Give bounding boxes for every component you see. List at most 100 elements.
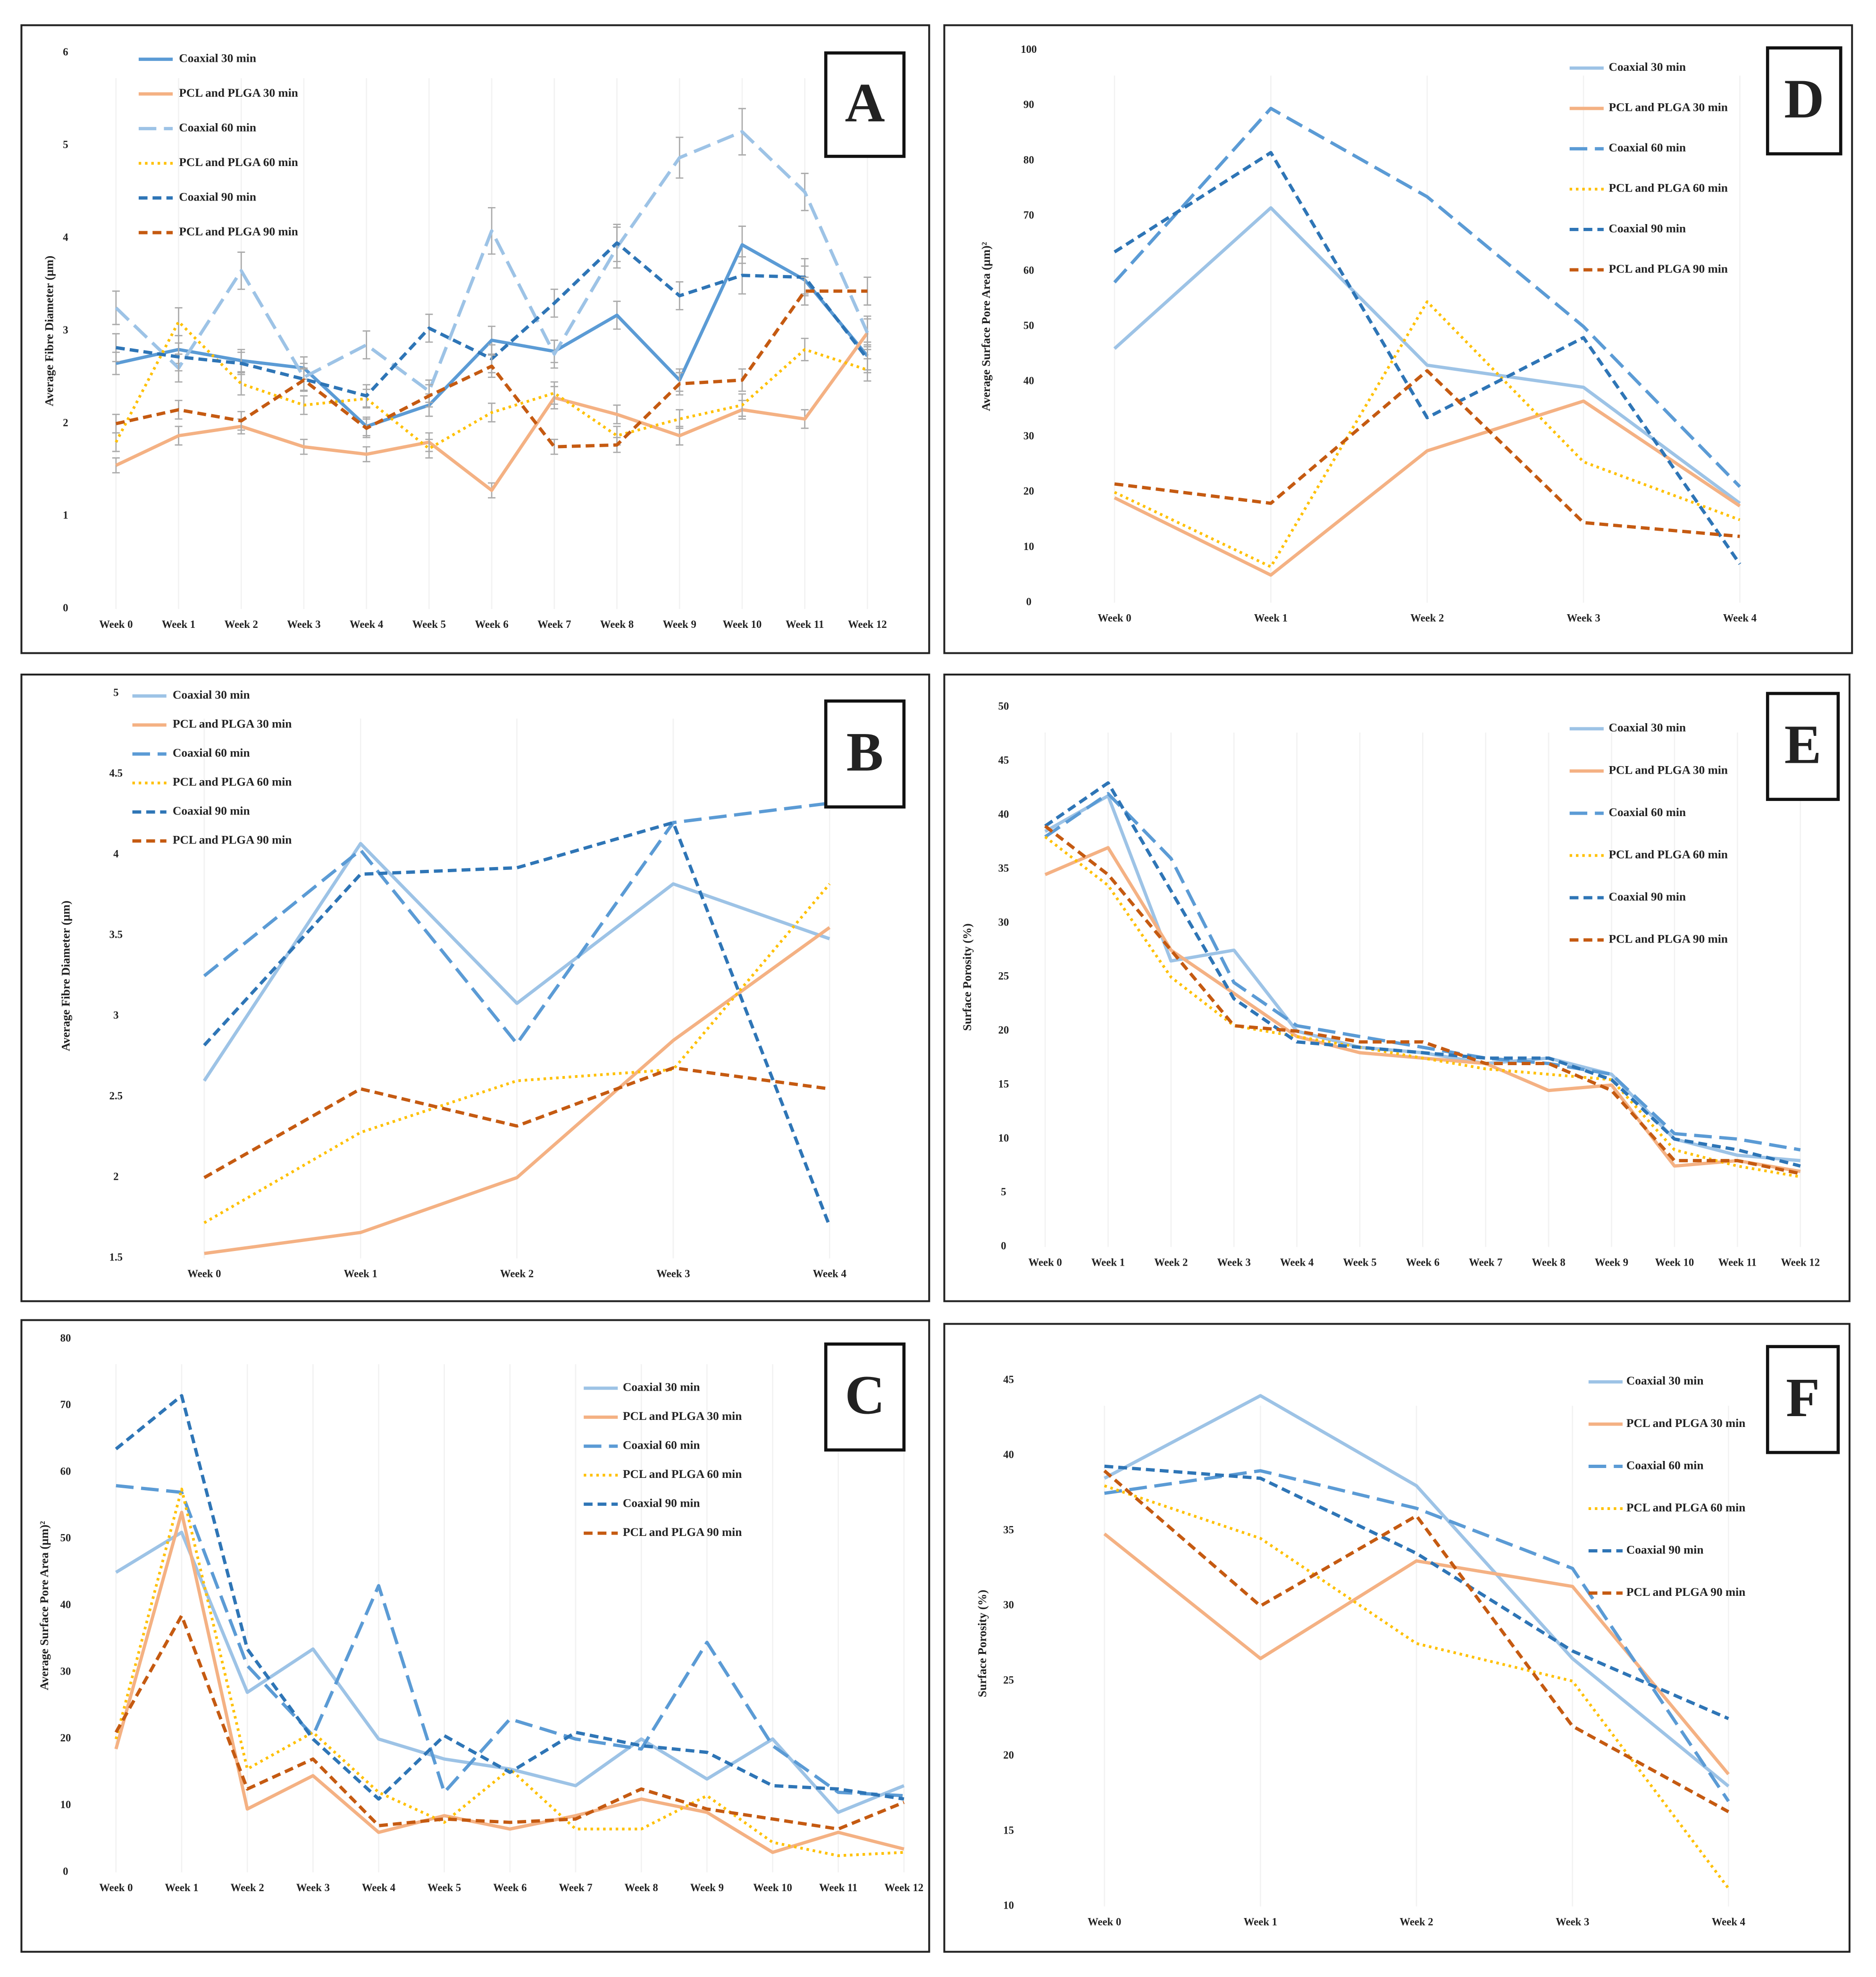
x-tick-label: Week 12 xyxy=(1781,1256,1820,1268)
y-tick-label: 20 xyxy=(1023,485,1034,497)
x-tick-label: Week 7 xyxy=(537,618,571,630)
legend-label: PCL and PLGA 90 min xyxy=(623,1526,742,1539)
x-tick-label: Week 2 xyxy=(1154,1256,1188,1268)
y-tick-label: 3 xyxy=(63,324,68,336)
legend-label: Coaxial 60 min xyxy=(1609,141,1686,154)
legend-label: Coaxial 60 min xyxy=(1626,1459,1704,1472)
x-tick-label: Week 2 xyxy=(500,1268,534,1279)
x-tick-label: Week 1 xyxy=(162,618,195,630)
series-line xyxy=(114,1614,905,1831)
legend-label: PCL and PLGA 30 min xyxy=(623,1410,742,1423)
legend-label: Coaxial 30 min xyxy=(623,1381,700,1394)
x-tick-label: Week 10 xyxy=(723,618,762,630)
x-tick-label: Week 1 xyxy=(1244,1916,1277,1927)
series-line xyxy=(202,842,830,1082)
y-tick-label: 10 xyxy=(1003,1900,1014,1911)
y-tick-label: 20 xyxy=(1003,1749,1014,1761)
x-tick-label: Week 2 xyxy=(225,618,258,630)
legend-label: Coaxial 30 min xyxy=(179,51,256,65)
x-tick-label: Week 9 xyxy=(663,618,696,630)
y-axis-title: Average Surface Pore Area (μm)² xyxy=(980,242,993,411)
y-tick-label: 40 xyxy=(1023,375,1034,387)
x-tick-label: Week 4 xyxy=(1280,1256,1314,1268)
y-axis-title: Average Surface Pore Area (μm)² xyxy=(38,1521,51,1690)
panel-label: A xyxy=(845,72,885,133)
y-tick-label: 1.5 xyxy=(109,1251,123,1263)
x-tick-label: Week 8 xyxy=(625,1882,658,1894)
y-tick-label: 2 xyxy=(63,417,68,428)
series-line xyxy=(203,1066,830,1179)
y-tick-label: 30 xyxy=(998,916,1009,928)
legend-label: Coaxial 60 min xyxy=(1609,806,1686,819)
x-tick-label: Week 0 xyxy=(187,1268,221,1279)
legend-label: Coaxial 90 min xyxy=(173,804,250,817)
y-tick-label: 35 xyxy=(998,862,1009,874)
legend-label: PCL and PLGA 30 min xyxy=(173,717,292,731)
error-bar xyxy=(801,276,809,306)
legend-label: PCL and PLGA 60 min xyxy=(1609,182,1728,195)
error-bar xyxy=(676,409,684,429)
series-line xyxy=(1114,151,1742,565)
y-tick-label: 4 xyxy=(113,848,118,859)
y-tick-label: 45 xyxy=(998,754,1009,766)
panel-label-box xyxy=(824,51,906,158)
y-tick-label: 10 xyxy=(998,1132,1009,1144)
y-tick-label: 2 xyxy=(113,1171,118,1183)
series-line xyxy=(1044,835,1801,1178)
y-axis-title: Average Fibre Diameter (μm) xyxy=(43,256,56,407)
x-tick-label: Week 12 xyxy=(848,618,887,630)
y-tick-label: 25 xyxy=(998,970,1009,982)
panel: 0 10 20 30 40 50 60 70 80 Week 0 Week 1 Week 2 Week … xyxy=(20,1319,930,1953)
legend-label: PCL and PLGA 90 min xyxy=(1609,262,1728,275)
series-line xyxy=(1114,369,1740,538)
x-tick-label: Week 2 xyxy=(231,1882,264,1894)
panel-label-box xyxy=(1766,692,1840,801)
y-tick-label: 5 xyxy=(63,139,68,150)
panel: 0 10 20 30 40 50 60 70 80 90 100 Week 0 Week 1 Week 2… xyxy=(943,24,1853,654)
x-tick-label: Week 5 xyxy=(412,618,446,630)
x-tick-label: Week 3 xyxy=(287,618,320,630)
y-tick-label: 50 xyxy=(60,1532,71,1544)
y-tick-label: 40 xyxy=(998,808,1009,820)
legend-label: Coaxial 30 min xyxy=(1626,1374,1704,1387)
legend-label: Coaxial 90 min xyxy=(179,190,256,203)
panel-frame xyxy=(943,673,1851,1302)
x-tick-label: Week 3 xyxy=(1217,1256,1251,1268)
y-tick-label: 30 xyxy=(1023,430,1034,442)
x-tick-label: Week 2 xyxy=(1410,612,1444,624)
x-tick-label: Week 8 xyxy=(600,618,634,630)
y-tick-label: 80 xyxy=(60,1332,71,1344)
x-tick-label: Week 3 xyxy=(1566,612,1600,624)
series-line xyxy=(1104,1464,1729,1720)
x-tick-label: Week 9 xyxy=(1595,1256,1628,1268)
x-tick-label: Week 6 xyxy=(493,1882,527,1894)
y-tick-label: 70 xyxy=(1023,209,1034,221)
x-tick-label: Week 6 xyxy=(475,618,508,630)
x-tick-label: Week 7 xyxy=(1469,1256,1502,1268)
legend-label: Coaxial 90 min xyxy=(623,1497,700,1510)
y-tick-label: 90 xyxy=(1023,99,1034,110)
error-bar xyxy=(362,330,370,359)
panel: 0 1 2 3 4 5 6 Week 0 Week 1 Week 2 Week 3 Week 4 Wee… xyxy=(20,24,930,654)
x-tick-label: Week 8 xyxy=(1532,1256,1566,1268)
series-line xyxy=(1044,781,1801,1168)
x-tick-label: Week 3 xyxy=(1556,1916,1589,1927)
panel-label-box xyxy=(824,699,906,809)
y-axis-title: Surface Porosity (%) xyxy=(961,923,974,1031)
legend-label: Coaxial 60 min xyxy=(179,121,256,134)
y-tick-label: 0 xyxy=(1001,1240,1006,1252)
x-tick-label: Week 4 xyxy=(1723,612,1757,624)
legend-label: PCL and PLGA 60 min xyxy=(173,776,292,789)
x-tick-label: Week 5 xyxy=(427,1882,461,1894)
y-tick-label: 50 xyxy=(1023,319,1034,331)
y-tick-label: 80 xyxy=(1023,154,1034,166)
series-line xyxy=(1114,300,1741,568)
y-axis-title: Average Fibre Diameter (μm) xyxy=(59,901,72,1051)
x-tick-label: Week 2 xyxy=(1399,1916,1433,1927)
panel: 10 15 20 25 30 35 40 45 Week 0 Week 1 Week 2 Week 3… xyxy=(943,1323,1851,1953)
series-line xyxy=(1113,107,1741,488)
y-tick-label: 5 xyxy=(1001,1186,1006,1198)
legend-label: Coaxial 90 min xyxy=(1609,222,1686,235)
error-bar xyxy=(550,439,558,455)
